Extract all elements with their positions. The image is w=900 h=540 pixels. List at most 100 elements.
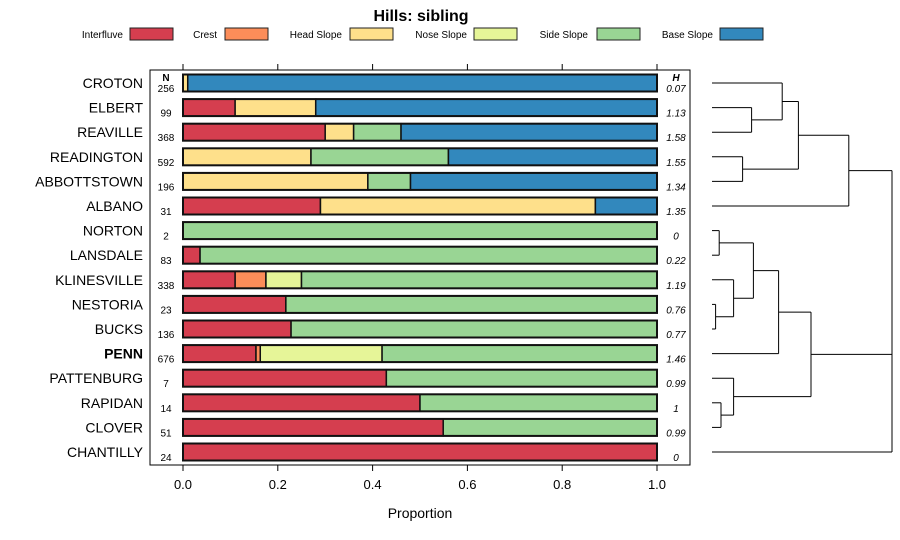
bar-segment-side-slope <box>367 172 412 191</box>
h-value: 1.19 <box>666 281 686 292</box>
dendrogram <box>712 82 893 453</box>
bar-segment-side-slope <box>300 270 658 290</box>
x-axis: 0.0 0.2 0.4 0.6 0.8 1.0 <box>174 64 666 492</box>
bar-segment-side-slope <box>419 393 658 413</box>
bar-row: ALBANO 31 1.35 <box>86 196 686 218</box>
bar-segment-base-slope <box>186 73 658 93</box>
bar-outline <box>182 368 658 388</box>
bar-segment-base-slope <box>400 122 658 142</box>
h-value: 0.77 <box>666 330 686 341</box>
row-label: ABBOTTSTOWN <box>35 173 143 189</box>
bar-row: ELBERT 99 1.13 <box>89 98 686 120</box>
bar-outline <box>182 73 658 93</box>
bar-outline <box>182 442 658 462</box>
legend-label: Nose Slope <box>415 30 467 41</box>
chart-title: Hills: sibling <box>373 8 468 25</box>
bar-segment-interfluve <box>182 98 236 117</box>
h-value: 0.07 <box>666 84 686 95</box>
row-label: READINGTON <box>50 149 143 165</box>
bar-row: CLOVER 51 0.99 <box>85 417 686 439</box>
h-value: 0.99 <box>666 428 686 439</box>
bar-row: REAVILLE 368 1.58 <box>77 122 686 144</box>
bar-outline <box>182 393 658 413</box>
bar-segment-side-slope <box>199 245 658 265</box>
h-value: 1.55 <box>666 158 686 169</box>
bar-segment-nose-slope <box>259 344 383 363</box>
bar-outline <box>182 294 658 314</box>
h-value: 0.76 <box>666 305 686 316</box>
row-label: BUCKS <box>95 321 143 337</box>
bar-segment-interfluve <box>182 245 201 265</box>
bar-segment-interfluve <box>182 442 658 462</box>
bar-segment-interfluve <box>182 368 388 388</box>
n-header: N <box>162 73 169 84</box>
bar-segment-interfluve <box>182 418 444 437</box>
bar-row: NESTORIA 23 0.76 <box>72 294 686 316</box>
n-value: 99 <box>160 109 172 120</box>
h-value: 0 <box>673 232 679 243</box>
row-label: REAVILLE <box>77 124 143 140</box>
row-label: CROTON <box>83 75 143 91</box>
h-value: 1.35 <box>666 207 686 218</box>
row-label: CHANTILLY <box>67 444 144 460</box>
plot-panel <box>149 69 691 466</box>
legend-label: Side Slope <box>540 30 589 41</box>
bar-segment-head-slope <box>182 172 369 191</box>
bar-row: PATTENBURG 7 0.99 <box>49 368 686 390</box>
bar-row: CHANTILLY 24 0 <box>67 442 679 464</box>
legend-label: Base Slope <box>662 30 714 41</box>
h-value: 1 <box>673 404 679 415</box>
n-value: 51 <box>160 428 172 439</box>
n-value: 136 <box>158 330 175 341</box>
bar-segment-interfluve <box>182 393 421 413</box>
bar-row: CROTON 256 0.07 <box>83 73 686 95</box>
bar-row: ABBOTTSTOWN 196 1.34 <box>35 171 686 193</box>
bar-segment-base-slope <box>594 196 658 216</box>
bar-segment-interfluve <box>182 196 322 216</box>
bar-outline <box>182 417 658 437</box>
bar-outline <box>182 122 658 142</box>
row-label: PENN <box>104 346 143 362</box>
row-label: PATTENBURG <box>49 370 143 386</box>
bar-segment-side-slope <box>385 368 658 388</box>
bar-segment-crest <box>234 270 267 290</box>
bar-outline <box>182 171 658 191</box>
row-label: CLOVER <box>85 419 143 435</box>
bar-segment-base-slope <box>409 172 658 191</box>
row-label: NORTON <box>83 223 143 239</box>
legend-label: Interfluve <box>82 30 124 41</box>
row-label: ELBERT <box>89 100 144 116</box>
bar-segment-interfluve <box>182 270 236 290</box>
legend: Interfluve Crest Head Slope Nose Slope Side … <box>82 27 764 41</box>
legend-swatch-base-slope <box>719 27 764 41</box>
bar-row: BUCKS 136 0.77 <box>95 319 686 341</box>
bar-outline <box>182 245 658 265</box>
x-tick-label: 1.0 <box>648 477 666 492</box>
n-value: 676 <box>158 355 175 366</box>
bar-segment-side-slope <box>310 147 450 167</box>
x-tick-label: 0.0 <box>174 477 192 492</box>
n-value: 31 <box>160 207 172 218</box>
bar-segment-side-slope <box>442 418 658 437</box>
x-tick-label: 0.2 <box>269 477 287 492</box>
bar-outline <box>182 221 658 241</box>
bar-segment-base-slope <box>314 98 658 117</box>
x-tick-label: 0.6 <box>458 477 476 492</box>
h-header: H <box>672 73 680 84</box>
bar-row: NORTON 2 0 <box>83 221 679 243</box>
n-value: 368 <box>158 133 175 144</box>
bar-segment-base-slope <box>447 147 658 167</box>
bar-segment-interfluve <box>182 319 292 339</box>
legend-swatch-head-slope <box>349 27 394 41</box>
n-value: 14 <box>160 404 172 415</box>
legend-swatch-crest <box>224 27 269 41</box>
bar-row: RAPIDAN 14 1 <box>81 393 679 415</box>
row-label: KLINESVILLE <box>55 272 143 288</box>
bar-segment-side-slope <box>352 122 402 142</box>
n-value: 196 <box>158 182 175 193</box>
x-tick-label: 0.8 <box>553 477 571 492</box>
n-value: 83 <box>160 256 172 267</box>
bar-outline <box>182 270 658 290</box>
h-value: 1.58 <box>666 133 686 144</box>
h-value: 1.46 <box>666 355 686 366</box>
